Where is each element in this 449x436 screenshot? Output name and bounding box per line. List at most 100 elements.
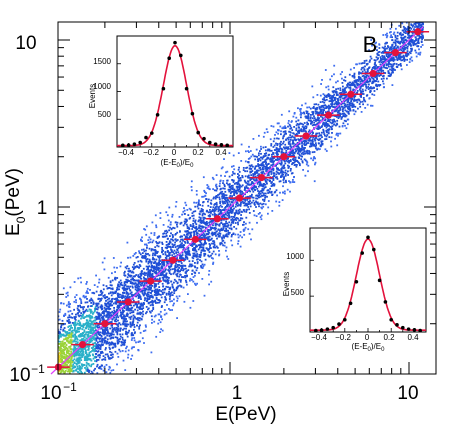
event-dot <box>142 273 145 275</box>
event-dot <box>296 142 299 144</box>
event-dot <box>232 165 235 167</box>
event-dot <box>165 235 168 237</box>
event-dot <box>129 323 132 326</box>
event-dot <box>205 242 207 245</box>
event-dot <box>139 277 142 280</box>
event-dot <box>111 333 114 336</box>
event-dot <box>253 173 256 176</box>
event-dot <box>147 253 149 255</box>
event-dot <box>315 132 318 135</box>
event-dot <box>138 319 141 322</box>
event-dot <box>104 356 107 359</box>
event-dot <box>406 64 408 66</box>
event-dot <box>287 122 290 125</box>
event-dot <box>354 110 357 113</box>
event-dot <box>339 96 342 99</box>
event-dot <box>273 137 276 140</box>
event-dot <box>392 47 394 50</box>
event-dot <box>267 149 269 152</box>
event-dot <box>175 289 178 292</box>
event-dot <box>103 366 106 369</box>
event-dot <box>357 80 360 82</box>
event-dot <box>228 190 231 193</box>
event-dot <box>55 335 57 337</box>
event-dot <box>170 227 173 230</box>
event-dot <box>242 209 245 211</box>
event-dot <box>232 179 235 182</box>
event-dot <box>52 360 54 362</box>
event-dot <box>407 25 410 28</box>
event-dot <box>123 316 125 318</box>
event-dot <box>315 111 318 113</box>
event-dot <box>246 204 249 207</box>
event-dot <box>337 134 339 137</box>
event-dot <box>53 405 55 407</box>
event-dot <box>102 405 104 407</box>
event-dot <box>195 225 198 228</box>
event-dot <box>182 210 185 213</box>
event-dot <box>130 293 133 296</box>
event-dot <box>408 61 411 63</box>
event-dot <box>65 377 67 379</box>
event-dot <box>51 370 53 372</box>
event-dot <box>82 393 84 395</box>
event-dot <box>134 285 137 288</box>
event-dot <box>268 170 271 173</box>
event-dot <box>218 198 221 201</box>
event-dot <box>197 220 200 223</box>
event-dot <box>55 417 57 419</box>
event-dot <box>52 357 54 359</box>
event-dot <box>322 106 325 109</box>
event-dot <box>68 346 70 348</box>
event-dot <box>314 137 317 140</box>
event-dot <box>195 250 198 253</box>
event-dot <box>331 95 334 97</box>
event-dot <box>208 235 211 238</box>
event-dot <box>199 241 202 244</box>
event-dot <box>192 222 194 225</box>
event-dot <box>54 354 56 356</box>
event-dot <box>54 376 56 378</box>
event-dot <box>74 335 77 337</box>
event-dot <box>353 96 356 99</box>
event-dot <box>138 282 140 284</box>
event-dot <box>173 243 176 246</box>
event-dot <box>262 185 265 187</box>
event-dot <box>52 414 54 416</box>
event-dot <box>51 339 53 341</box>
event-dot <box>51 363 53 365</box>
event-dot <box>121 316 124 319</box>
event-dot <box>117 327 119 330</box>
event-dot <box>307 164 310 167</box>
event-dot <box>126 285 128 288</box>
event-dot <box>124 369 127 371</box>
event-dot <box>289 148 292 150</box>
event-dot <box>52 357 54 359</box>
event-dot <box>71 354 74 357</box>
event-dot <box>392 63 395 66</box>
event-dot <box>302 153 305 156</box>
event-dot <box>289 143 292 145</box>
event-dot <box>325 111 327 113</box>
event-dot <box>304 130 306 132</box>
event-dot <box>212 261 215 264</box>
event-dot <box>55 341 57 343</box>
event-dot <box>250 174 253 176</box>
event-dot <box>226 202 229 205</box>
event-dot <box>289 139 292 141</box>
event-dot <box>260 171 263 174</box>
event-dot <box>86 290 88 293</box>
event-dot <box>224 199 227 202</box>
event-dot <box>62 287 65 290</box>
event-dot <box>65 361 67 364</box>
event-dot <box>175 287 178 290</box>
event-dot <box>173 281 175 284</box>
event-dot <box>196 267 199 269</box>
event-dot <box>273 183 276 186</box>
event-dot <box>177 285 180 287</box>
event-dot <box>299 113 302 116</box>
event-dot <box>221 236 223 239</box>
event-dot <box>63 353 66 356</box>
event-dot <box>167 254 170 257</box>
event-dot <box>68 395 70 397</box>
